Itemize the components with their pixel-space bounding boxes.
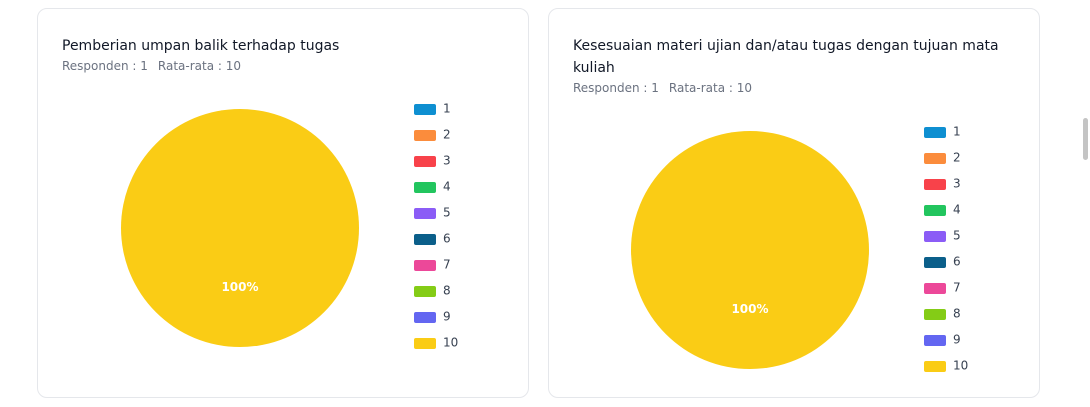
legend-label: 10 (443, 336, 458, 350)
legend-swatch (414, 130, 436, 141)
legend-swatch (924, 257, 946, 268)
legend-label: 5 (443, 206, 451, 220)
legend-swatch (924, 205, 946, 216)
legend-label: 9 (443, 310, 451, 324)
legend-swatch (924, 153, 946, 164)
legend-label: 6 (953, 255, 961, 269)
subtitle-item: Rata-rata : 10 (668, 81, 753, 95)
pie-slice (631, 131, 869, 369)
subtitle: Responden : 1 Rata-rata : 10 (62, 57, 502, 75)
legend-swatch (414, 156, 436, 167)
legend-swatch (924, 127, 946, 138)
legend-swatch (414, 312, 436, 323)
legend-swatch (414, 260, 436, 271)
subtitle: Responden : 1 Rata-rata : 10 (573, 79, 1013, 97)
legend-swatch (414, 104, 436, 115)
legend-label: 4 (953, 203, 961, 217)
legend-swatch (414, 338, 436, 349)
legend-label: 7 (953, 281, 961, 295)
legend-label: 1 (443, 102, 451, 116)
legend-swatch (414, 234, 436, 245)
title-block: Kesesuaian materi ujian dan/atau tugas d… (573, 35, 1013, 97)
legend-label: 10 (953, 359, 968, 373)
chart-title: Kesesuaian materi ujian dan/atau tugas d… (573, 38, 999, 76)
subtitle-item: Responden : 1 (573, 81, 659, 95)
legend-label: 5 (953, 229, 961, 243)
legend-swatch (924, 231, 946, 242)
legend-label: 1 (953, 125, 961, 139)
subtitle-item: Responden : 1 (62, 59, 148, 73)
legend-label: 8 (953, 307, 961, 321)
scrollbar[interactable] (1083, 118, 1088, 160)
legend-label: 2 (953, 151, 961, 165)
legend-label: 6 (443, 232, 451, 246)
legend-label: 4 (443, 180, 451, 194)
legend-swatch (924, 283, 946, 294)
title-block: Pemberian umpan balik terhadap tugas Resp… (62, 35, 502, 75)
legend-swatch (414, 208, 436, 219)
data-label: 100% (221, 280, 258, 294)
subtitle-item: Rata-rata : 10 (157, 59, 242, 73)
legend-swatch (924, 335, 946, 346)
pie-slice (121, 109, 359, 347)
legend-swatch (924, 361, 946, 372)
legend-swatch (924, 179, 946, 190)
legend-label: 3 (443, 154, 451, 168)
legend-label: 3 (953, 177, 961, 191)
legend-swatch (924, 309, 946, 320)
legend-swatch (414, 182, 436, 193)
legend-label: 7 (443, 258, 451, 272)
legend-label: 8 (443, 284, 451, 298)
legend-swatch (414, 286, 436, 297)
legend-label: 2 (443, 128, 451, 142)
legend-label: 9 (953, 333, 961, 347)
data-label: 100% (731, 302, 768, 316)
chart-title: Pemberian umpan balik terhadap tugas (62, 38, 340, 54)
